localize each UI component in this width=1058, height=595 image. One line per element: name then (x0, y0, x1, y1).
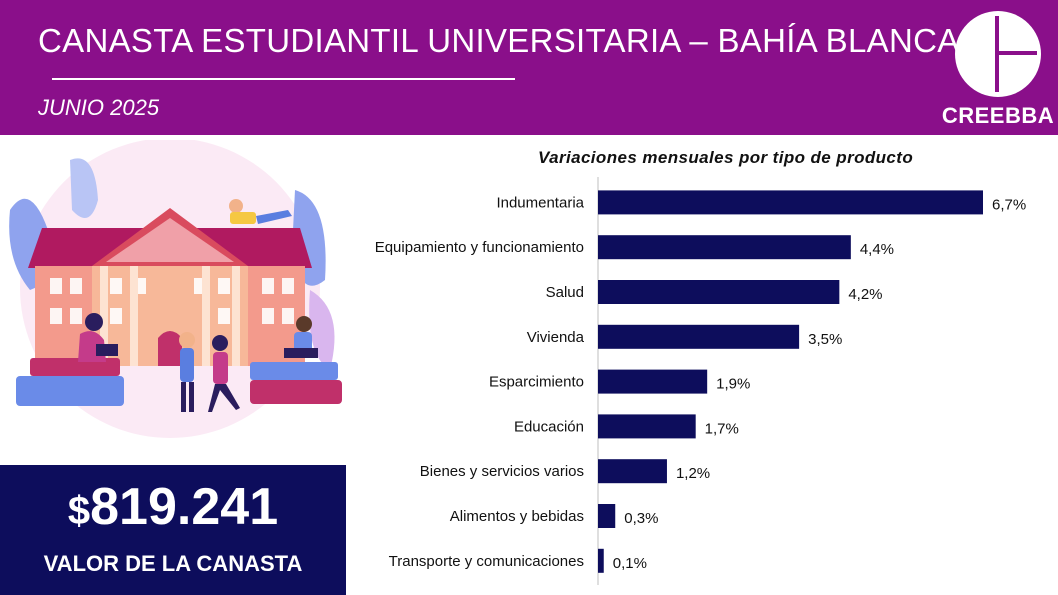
bar-4 (598, 369, 708, 394)
value-label: 0,1% (613, 555, 647, 572)
value-label: 0,3% (624, 510, 658, 527)
category-label: Equipamiento y funcionamiento (375, 239, 584, 256)
value-label: 4,4% (860, 241, 894, 258)
bar-7 (598, 504, 616, 528)
header-banner: CANASTA ESTUDIANTIL UNIVERSITARIA – BAHÍ… (0, 0, 1058, 135)
category-label: Alimentos y bebidas (450, 508, 584, 525)
chart-title: Variaciones mensuales por tipo de produc… (538, 148, 914, 167)
value-label: 3,5% (808, 331, 842, 348)
basket-value-box: $819.241 VALOR DE LA CANASTA (0, 465, 346, 595)
bar-6 (598, 459, 667, 484)
basket-label: VALOR DE LA CANASTA (43, 551, 303, 576)
value-label: 1,9% (716, 376, 750, 393)
title-underline (52, 78, 515, 80)
category-label: Bienes y servicios varios (420, 463, 584, 480)
creebba-logo-icon (955, 11, 1041, 97)
category-label: Transporte y comunicaciones (389, 553, 584, 570)
category-label: Vivienda (527, 329, 585, 346)
bar-5 (598, 414, 696, 439)
bar-3 (598, 324, 800, 349)
bar-1 (598, 235, 851, 260)
basket-amount: $819.241 (0, 477, 346, 537)
page-title: CANASTA ESTUDIANTIL UNIVERSITARIA – BAHÍ… (38, 22, 960, 59)
value-label: 1,7% (705, 420, 739, 437)
bar-8 (598, 548, 604, 573)
value-label: 4,2% (848, 286, 882, 303)
brand-name: CREEBBA (941, 103, 1055, 128)
category-label: Esparcimiento (489, 374, 584, 391)
category-label: Educación (514, 418, 584, 435)
amount-value: 819.241 (90, 478, 279, 536)
university-illustration (9, 140, 342, 438)
category-label: Indumentaria (496, 194, 584, 211)
currency-symbol: $ (67, 489, 91, 533)
bar-0 (598, 190, 983, 215)
value-label: 6,7% (992, 196, 1026, 213)
category-label: Salud (546, 284, 584, 301)
page-subtitle: JUNIO 2025 (38, 95, 160, 120)
bar-chart: Indumentaria 6,7% Equipamiento y funcionam… (375, 177, 1026, 585)
value-label: 1,2% (676, 465, 710, 482)
bar-2 (598, 280, 840, 304)
